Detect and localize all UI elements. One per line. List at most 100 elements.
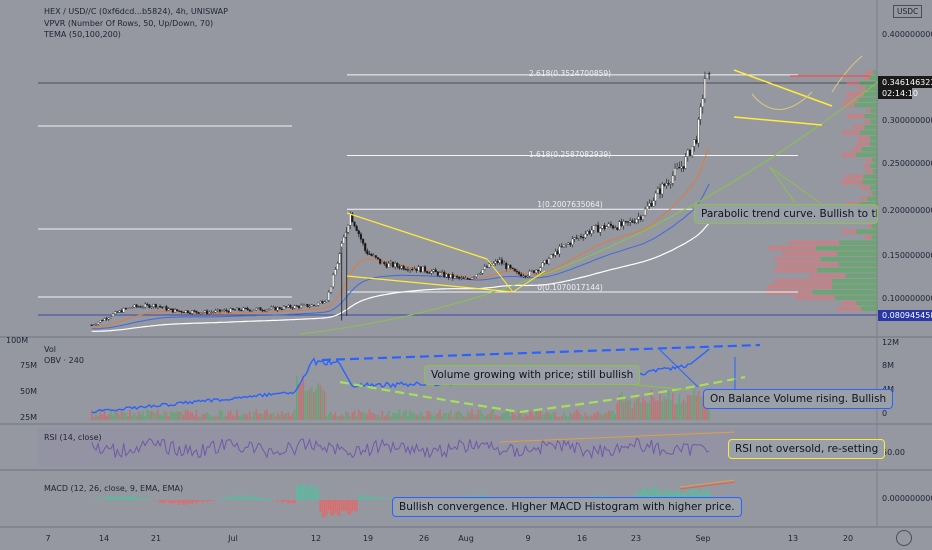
candle-body [648,203,651,207]
macd-bar [328,500,330,511]
volume-bar [507,409,510,420]
macd-bar [193,500,196,503]
volume-bar [612,410,614,420]
volume-bar [646,403,649,420]
volume-bar [394,413,396,420]
candle-body [156,306,159,308]
volume-profile-bar [839,240,877,245]
candle-body [703,78,706,99]
settings-gear-icon[interactable] [896,530,912,546]
macd-bar [321,500,324,518]
macd-bar [693,488,696,500]
volume-profile-bar [815,246,877,251]
volume-bar [590,415,593,420]
volume-profile-bar [868,224,872,229]
volume-profile-bar [872,158,877,163]
candle-body [129,307,132,309]
candle-body [135,304,138,307]
candle-body [466,278,469,280]
macd-bar [285,500,287,502]
macd-bar [708,490,710,500]
currency-badge[interactable]: USDC [893,5,923,18]
candle-body [270,307,273,310]
volume-bar [114,410,116,420]
volume-bar [347,412,349,420]
macd-bar [674,491,676,500]
volume-profile-bar [860,196,868,201]
volume-bar [404,410,407,420]
volume-profile-bar [856,141,870,146]
candle-body [235,307,239,311]
volume-bar [214,416,217,420]
candle-body [550,254,553,259]
candle-body [263,310,266,312]
candle-body [193,310,196,312]
rsi-line [91,437,710,460]
volume-bar [426,410,428,420]
macd-bar [383,498,386,500]
volume-bar [120,409,123,420]
candle-body [552,254,555,256]
candle-body [460,277,463,279]
candle-body [368,253,371,255]
volume-profile-bar [832,284,877,289]
macd-bar [691,490,693,500]
macd-bar [360,497,362,500]
volume-profile-bar [844,97,859,102]
candle-body [496,261,499,263]
volume-bar [208,414,211,420]
macd-bar [665,490,668,500]
volume-bar [93,416,95,420]
macd-bar [640,491,642,500]
volume-bar [616,402,619,420]
candle-body [586,231,589,235]
macd-bar [375,498,377,500]
candle-body [618,221,621,230]
x-tick-label: 12 [310,534,322,543]
candle-body [409,269,412,271]
macd-bar [345,500,347,511]
candle-body [139,306,142,308]
candle-body [520,273,523,277]
volume-bar [699,396,702,420]
pane-label-obv: OBV · 240 [44,356,84,365]
volume-bar [154,413,157,420]
volume-profile-bar [856,229,877,234]
candle-body [154,304,157,308]
volume-bar [351,412,354,420]
candle-body [253,309,256,311]
candle-body [246,308,249,310]
macd-bar [642,486,644,500]
macd-bar [253,496,255,500]
volume-bar [518,410,520,420]
candle-body [522,275,525,277]
volume-bar [407,416,409,420]
macd-bar [704,491,706,500]
macd-bar [189,500,191,504]
candle-body [355,225,358,231]
macd-bar [377,495,379,500]
price-candles [90,71,711,326]
macd-bar [135,497,138,500]
macd-bar [682,492,685,500]
volume-bar [225,415,228,420]
candle-body [470,277,474,280]
macd-bar [302,484,305,500]
volume-bar [402,411,405,420]
x-tick-label: 7 [45,534,51,543]
macd-bar [270,498,272,500]
macd-bar [336,500,339,516]
candle-body [456,276,459,278]
candle-body [691,146,694,156]
candle-body [120,310,123,313]
candle-body [210,311,213,314]
candle-body [492,263,495,266]
macd-bar [144,497,146,500]
candle-body [594,224,598,227]
volume-bar [90,409,93,420]
candle-body [285,306,288,308]
candle-body [554,251,557,256]
macd-bar [319,500,322,512]
volume-bar [302,377,305,420]
